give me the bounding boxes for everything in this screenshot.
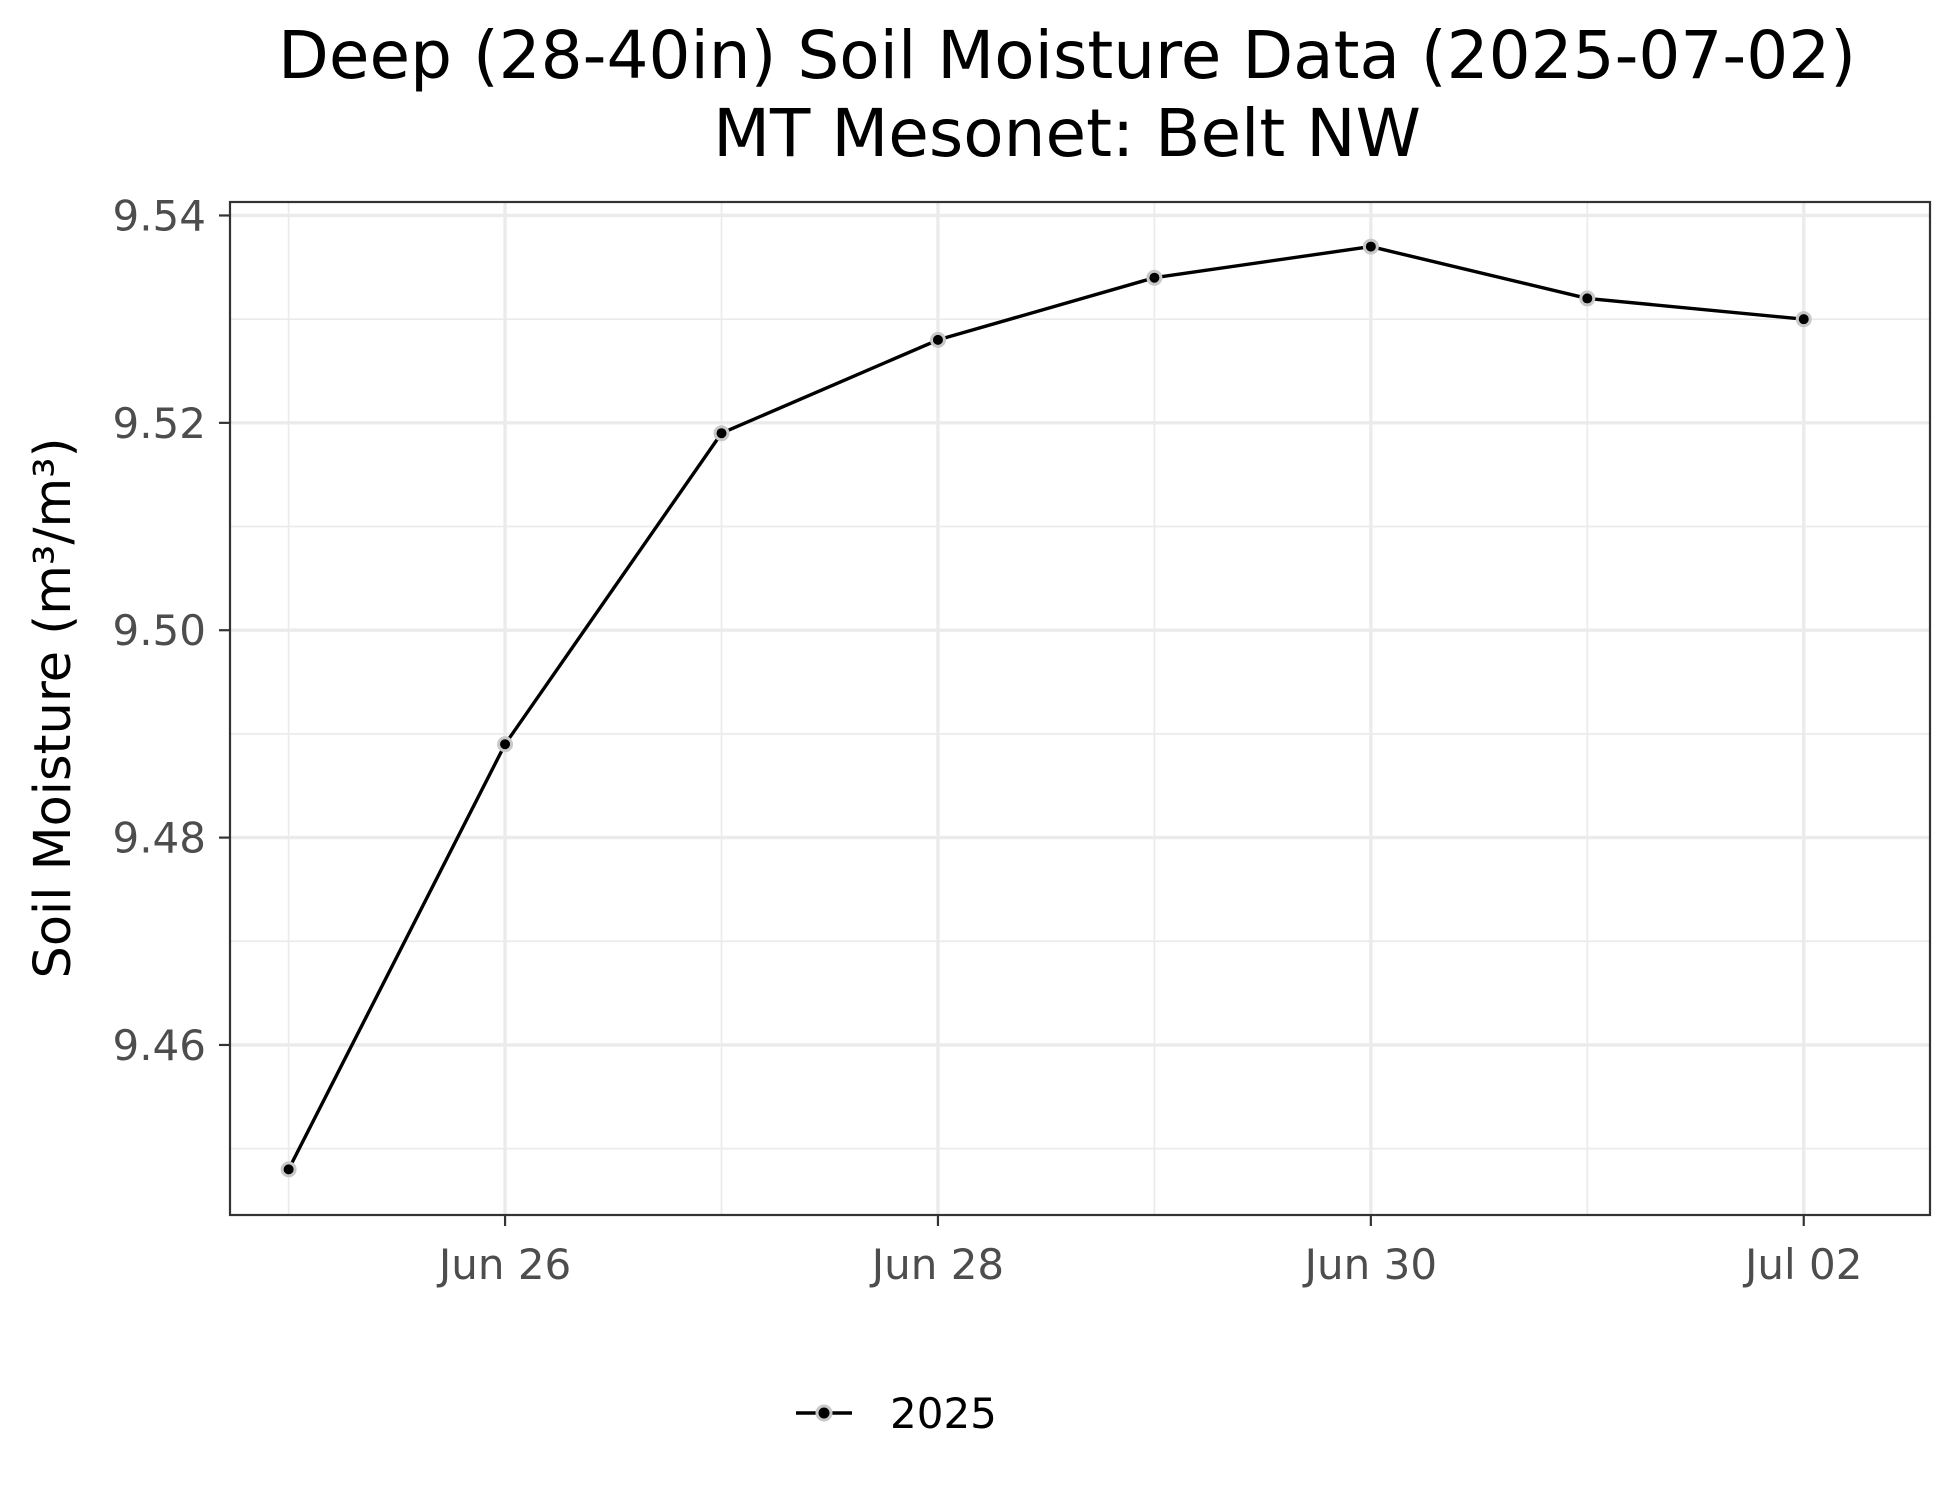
x-tick-label: Jun 30 bbox=[1302, 1240, 1437, 1289]
chart-title: Deep (28-40in) Soil Moisture Data (2025-… bbox=[278, 17, 1856, 94]
data-point bbox=[713, 425, 730, 442]
y-axis: 9.46 9.48 9.50 9.52 9.54 bbox=[112, 191, 230, 1070]
x-axis: Jun 26 Jun 28 Jun 30 Jul 02 bbox=[436, 1215, 1862, 1289]
data-point bbox=[1362, 238, 1379, 255]
y-axis-title: Soil Moisture (m³/m³) bbox=[24, 437, 83, 978]
major-gridlines bbox=[230, 202, 1930, 1215]
data-point bbox=[1579, 290, 1596, 307]
y-tick-label: 9.48 bbox=[112, 814, 206, 863]
data-point bbox=[929, 331, 946, 348]
y-tick-label: 9.50 bbox=[112, 606, 206, 655]
x-tick-label: Jul 02 bbox=[1742, 1240, 1862, 1289]
series-layer bbox=[280, 238, 1812, 1178]
legend: 2025 bbox=[796, 1389, 997, 1438]
y-tick-label: 9.54 bbox=[112, 191, 206, 240]
plot-panel-border bbox=[228, 200, 1932, 1217]
data-point bbox=[280, 1161, 297, 1178]
data-point bbox=[497, 736, 514, 753]
chart-subtitle: MT Mesonet: Belt NW bbox=[713, 95, 1421, 172]
data-point bbox=[1795, 311, 1812, 328]
y-tick-label: 9.46 bbox=[112, 1021, 206, 1070]
legend-label-2025: 2025 bbox=[890, 1389, 997, 1438]
series-line-2025 bbox=[287, 244, 1804, 1171]
data-point bbox=[1146, 269, 1163, 286]
legend-marker-2025 bbox=[815, 1404, 833, 1422]
x-tick-label: Jun 26 bbox=[436, 1240, 571, 1289]
y-tick-label: 9.52 bbox=[112, 399, 206, 448]
x-tick-label: Jun 28 bbox=[869, 1240, 1004, 1289]
